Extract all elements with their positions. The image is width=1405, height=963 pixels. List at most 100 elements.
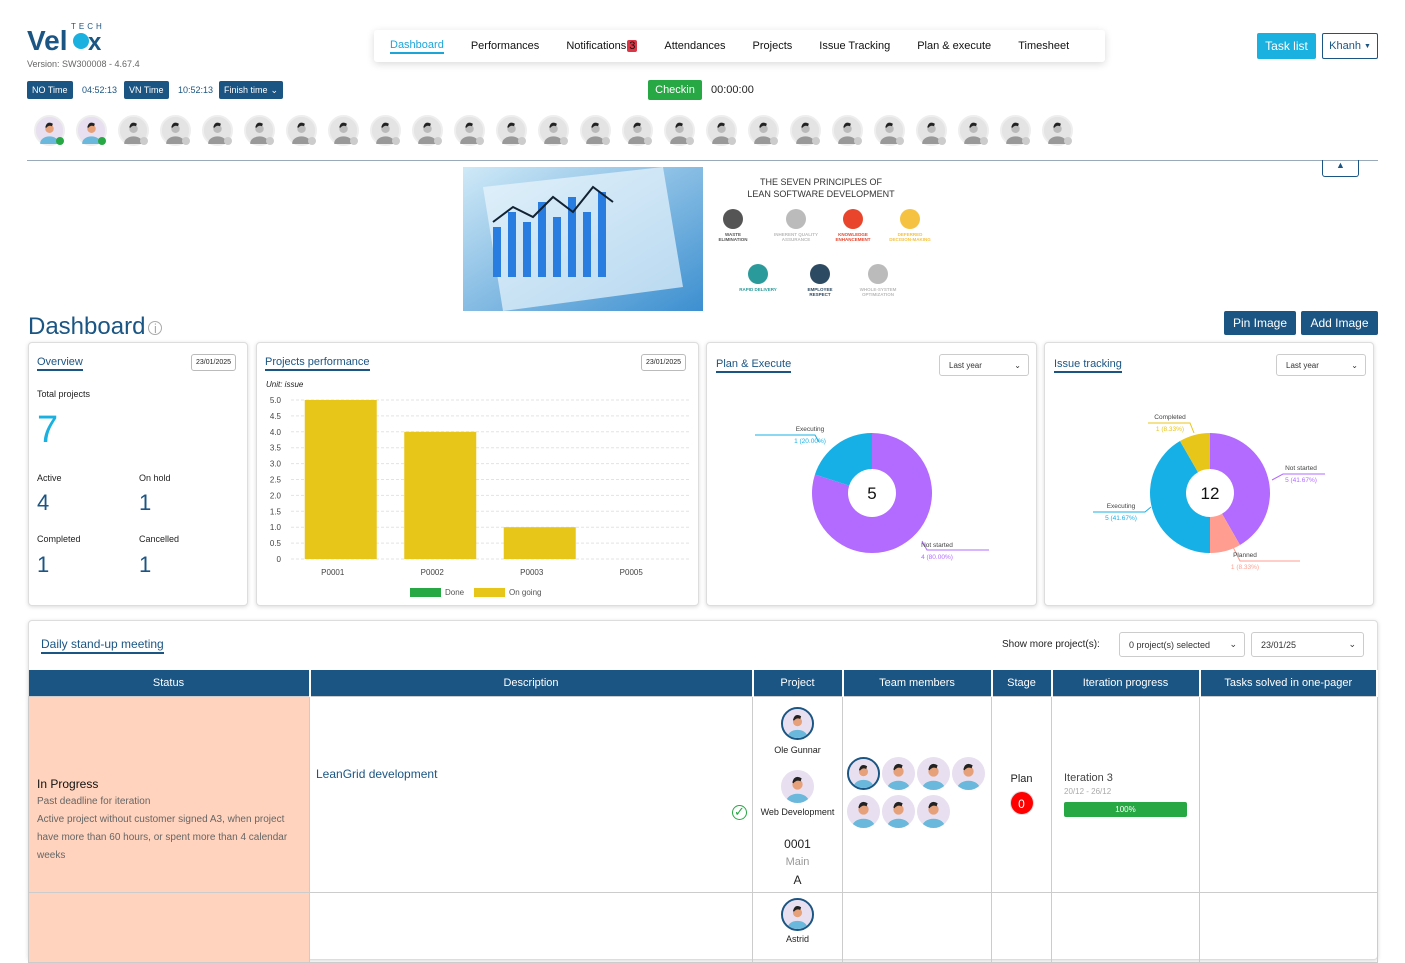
description-link[interactable]: LeanGrid development	[316, 766, 438, 781]
issue-tracking-title[interactable]: Issue tracking	[1054, 358, 1122, 373]
legend-label[interactable]: On going	[509, 588, 541, 597]
user-avatar[interactable]	[622, 115, 653, 150]
nav-dashboard[interactable]: Dashboard	[390, 39, 444, 54]
iteration-progress-bar: 100%	[1064, 801, 1187, 817]
owner-avatar[interactable]	[781, 897, 814, 931]
donut-slice-not-started[interactable]	[1210, 433, 1270, 545]
nav-notifications[interactable]: Notifications 3	[566, 40, 638, 52]
svg-text:TECH: TECH	[71, 22, 105, 31]
overview-title[interactable]: Overview	[37, 356, 83, 371]
user-avatar[interactable]	[538, 115, 569, 150]
principle-icon	[810, 264, 830, 284]
standup-title[interactable]: Daily stand-up meeting	[41, 637, 164, 654]
team-member-avatar[interactable]	[847, 795, 880, 828]
donut-slice-executing[interactable]	[1150, 441, 1210, 553]
status-dot	[182, 137, 190, 145]
x-tick-label: P0001	[321, 568, 345, 577]
user-avatar[interactable]	[202, 115, 233, 150]
projects-performance-date[interactable]: 23/01/2025	[641, 354, 687, 371]
iteration-name: Iteration 3	[1064, 771, 1113, 784]
slice-value: 1 (20.00%)	[794, 438, 826, 445]
info-icon[interactable]: i	[148, 320, 163, 335]
task-list-button[interactable]: Task list	[1257, 33, 1316, 59]
pin-image-button[interactable]: Pin Image	[1224, 311, 1296, 335]
user-avatar[interactable]	[118, 115, 149, 150]
user-avatar[interactable]	[370, 115, 401, 150]
principle-item: WASTE ELIMINATION	[711, 209, 755, 242]
check-circle-icon[interactable]: ✓	[732, 804, 747, 820]
user-avatar[interactable]	[328, 115, 359, 150]
donut-slice-completed[interactable]	[1180, 433, 1210, 473]
checkin-button[interactable]: Checkin	[648, 80, 702, 100]
owner-avatar[interactable]	[781, 706, 814, 740]
team-member-avatar[interactable]	[917, 757, 950, 790]
add-image-button[interactable]: Add Image	[1301, 311, 1378, 335]
principle-item: KNOWLEDGE ENHANCEMENT	[831, 209, 875, 242]
collapse-button[interactable]: ▲	[1322, 160, 1359, 177]
user-avatar[interactable]	[580, 115, 611, 150]
user-avatar[interactable]	[244, 115, 275, 150]
status-dot	[644, 137, 652, 145]
team-member-avatar[interactable]	[882, 795, 915, 828]
user-avatar[interactable]	[790, 115, 821, 150]
user-name: Khanh	[1329, 40, 1361, 52]
principle-item: WHOLE-SYSTEM OPTIMIZATION	[856, 264, 900, 297]
checkin-timer: 00:00:00	[711, 84, 754, 96]
user-avatar[interactable]	[664, 115, 695, 150]
donut-total: 12	[1201, 484, 1220, 503]
user-avatar[interactable]	[160, 115, 191, 150]
y-tick-label: 0.5	[270, 539, 282, 548]
status-dot	[266, 137, 274, 145]
user-avatar[interactable]	[76, 115, 107, 150]
slice-label: Completed	[1154, 414, 1186, 421]
donut-slice-executing[interactable]	[814, 433, 872, 486]
leader-line	[1232, 546, 1300, 562]
nav-timesheet[interactable]: Timesheet	[1018, 40, 1070, 52]
donut-slice-not-started[interactable]	[812, 433, 932, 553]
plan-execute-filter[interactable]: Last year ⌄	[939, 354, 1029, 376]
cancelled-label: Cancelled	[139, 534, 180, 544]
nav-attendances[interactable]: Attendances	[664, 40, 726, 52]
bar-on-going[interactable]	[304, 400, 377, 559]
projects-performance-title[interactable]: Projects performance	[265, 356, 370, 371]
user-avatar[interactable]	[874, 115, 905, 150]
user-avatar[interactable]	[916, 115, 947, 150]
nav-projects[interactable]: Projects	[752, 40, 793, 52]
svg-text:x: x	[88, 29, 102, 54]
legend-label[interactable]: Done	[445, 588, 465, 597]
user-menu-button[interactable]: Khanh ▼	[1322, 33, 1378, 59]
team-member-avatar[interactable]	[847, 757, 880, 790]
nav-plan-execute[interactable]: Plan & execute	[917, 40, 992, 52]
issue-tracking-filter[interactable]: Last year ⌄	[1276, 354, 1366, 376]
bar-on-going[interactable]	[404, 431, 477, 559]
nav-issue-tracking[interactable]: Issue Tracking	[819, 40, 891, 52]
user-avatar[interactable]	[1000, 115, 1031, 150]
user-avatar[interactable]	[1042, 115, 1073, 150]
overview-date[interactable]: 23/01/2025	[191, 354, 237, 371]
finish-time-dropdown[interactable]: Finish time ⌄	[219, 81, 284, 99]
legend-swatch	[410, 588, 441, 597]
active-label: Active	[37, 473, 62, 483]
user-avatar[interactable]	[706, 115, 737, 150]
stage-count-badge[interactable]: 0	[1009, 791, 1034, 815]
team-member-avatar[interactable]	[952, 757, 985, 790]
user-avatar[interactable]	[34, 115, 65, 150]
projects-select[interactable]: 0 project(s) selected ⌄	[1119, 632, 1245, 657]
nav-performances[interactable]: Performances	[470, 40, 540, 52]
standup-date-select[interactable]: 23/01/25 ⌄	[1251, 632, 1364, 657]
team-member-avatar[interactable]	[917, 795, 950, 828]
divider	[27, 160, 1378, 161]
user-avatar[interactable]	[748, 115, 779, 150]
user-avatar[interactable]	[832, 115, 863, 150]
user-avatar[interactable]	[412, 115, 443, 150]
plan-execute-title[interactable]: Plan & Execute	[716, 358, 792, 373]
user-avatar[interactable]	[286, 115, 317, 150]
team-member-avatar[interactable]	[882, 757, 915, 790]
user-avatar[interactable]	[454, 115, 485, 150]
bar-on-going[interactable]	[503, 527, 576, 559]
principle-icon	[748, 264, 768, 284]
user-avatar[interactable]	[958, 115, 989, 150]
user-avatar[interactable]	[496, 115, 527, 150]
donut-slice-planned[interactable]	[1210, 513, 1240, 553]
